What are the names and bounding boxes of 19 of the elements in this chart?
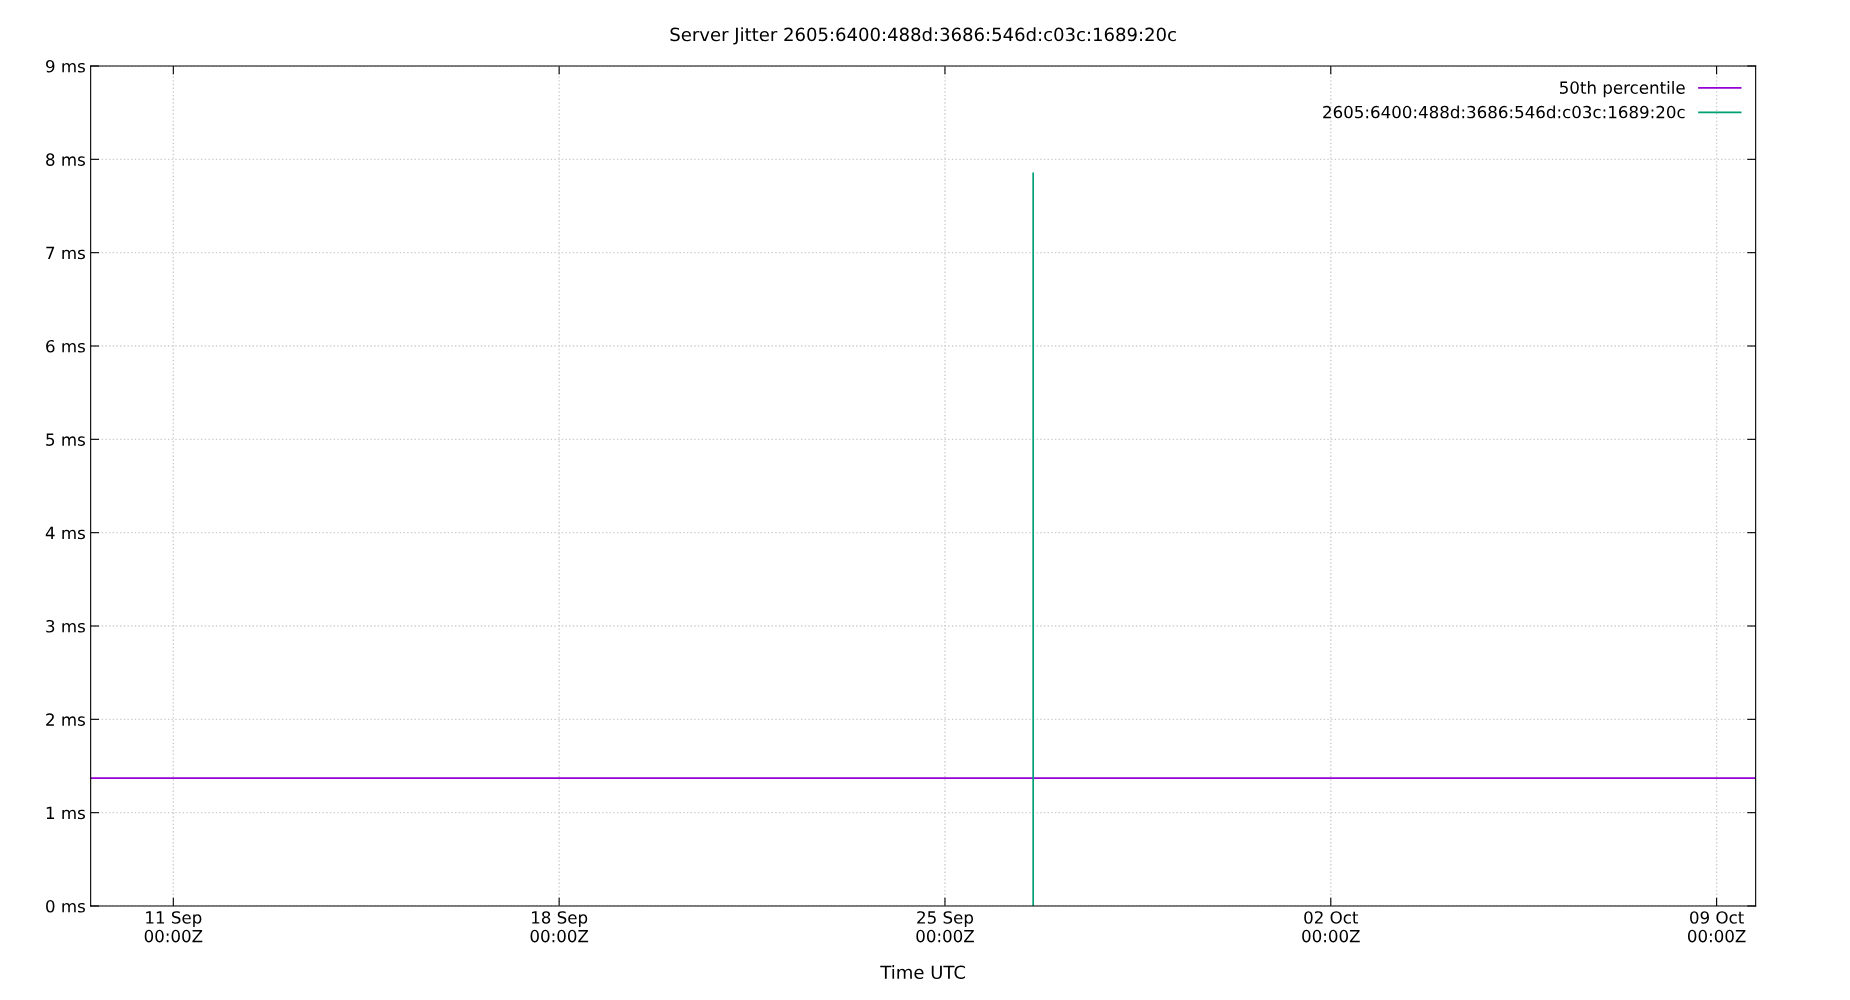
x-tick-label: 11 Sep 00:00Z	[144, 911, 203, 943]
legend-label: 50th percentile	[1559, 81, 1685, 98]
y-tick-label: 6 ms	[46, 339, 85, 353]
y-tick-label: 4 ms	[45, 526, 85, 540]
legend-label: 2605:6400:488d:3686:546d:c03c:1689:20c	[1323, 105, 1685, 119]
y-tick-label: 7 ms	[46, 246, 85, 260]
y-tick-label: 3 ms	[46, 619, 85, 633]
x-tick-label: 02 Oct 00:00Z	[1302, 911, 1360, 943]
y-tick-label: 8 ms	[46, 153, 85, 166]
y-tick-label: 5 ms	[46, 433, 85, 446]
y-tick-label: 9 ms	[46, 59, 85, 73]
chart-title: Server Jitter 2605:6400:488d:3686:546d:c03c:1689:20c	[670, 27, 1176, 45]
y-tick-label: 2 ms	[46, 713, 85, 726]
x-tick-label: 25 Sep 00:00Z	[916, 911, 974, 943]
y-tick-label: 1 ms	[46, 806, 85, 820]
x-tick-label: 09 Oct 00:00Z	[1687, 911, 1746, 943]
x-tick-label: 18 Sep 00:00Z	[530, 911, 589, 943]
y-tick-label: 0 ms	[46, 899, 85, 913]
x-axis-title: Time UTC	[880, 965, 966, 980]
